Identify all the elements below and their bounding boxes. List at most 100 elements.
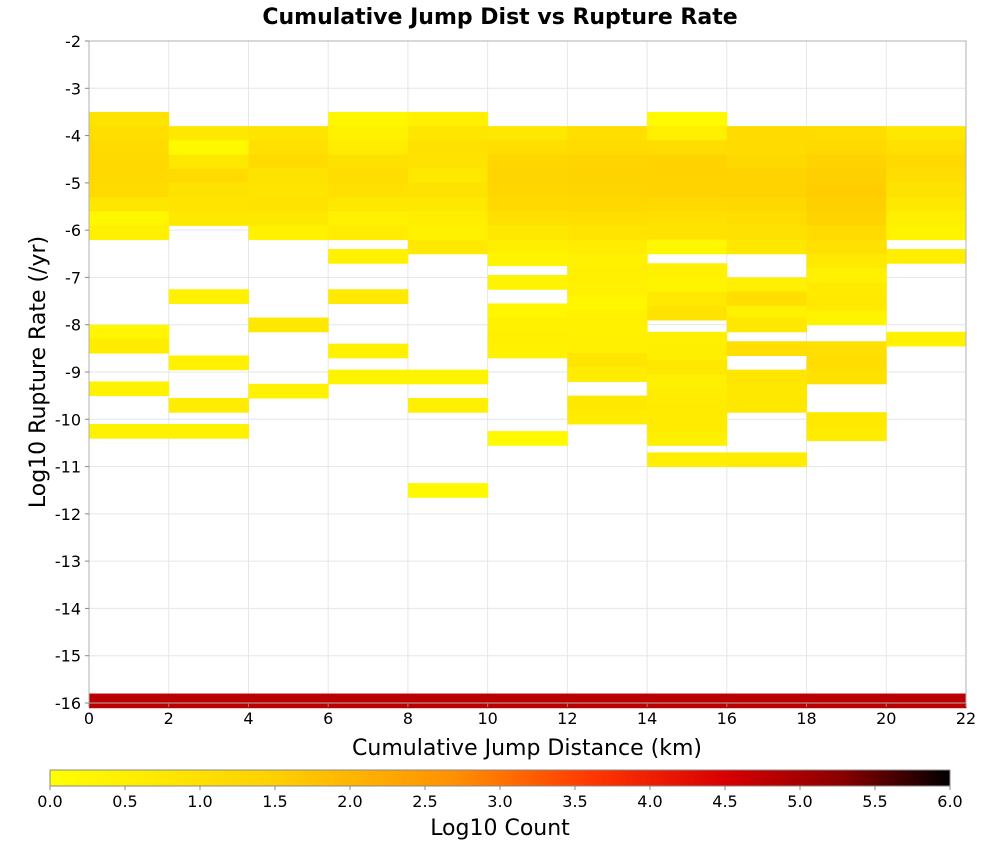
heatmap-cell bbox=[89, 168, 170, 184]
heatmap-cell bbox=[567, 367, 648, 382]
heatmap-cell bbox=[407, 126, 489, 141]
heatmap-cell bbox=[248, 126, 329, 141]
heatmap-cell bbox=[567, 338, 648, 354]
colorbar-tick-label: 3.5 bbox=[562, 792, 587, 811]
heatmap-cell bbox=[328, 126, 409, 141]
x-tick-label: 2 bbox=[164, 709, 174, 728]
heatmap-cell bbox=[647, 360, 728, 375]
heatmap-cell bbox=[168, 197, 249, 212]
heatmap-cell bbox=[726, 452, 808, 468]
y-tick-label: -4 bbox=[65, 127, 81, 146]
heatmap-cell bbox=[168, 168, 249, 184]
heatmap-cell bbox=[328, 211, 409, 226]
colorbar-tick-label: 3.0 bbox=[487, 792, 512, 811]
heatmap-cell bbox=[567, 182, 648, 198]
heatmap-cell bbox=[886, 225, 967, 241]
heatmap-cell bbox=[407, 369, 489, 385]
heatmap-cell bbox=[407, 168, 489, 184]
x-tick-label: 18 bbox=[796, 709, 816, 728]
heatmap-cell bbox=[567, 253, 648, 269]
y-tick-label: -7 bbox=[65, 268, 81, 287]
heatmap-cell bbox=[567, 126, 648, 141]
y-tick-label: -9 bbox=[65, 363, 81, 382]
heatmap-cell bbox=[487, 303, 568, 319]
heatmap-cell bbox=[168, 355, 249, 371]
heatmap-cell bbox=[726, 693, 808, 709]
heatmap-cell bbox=[886, 211, 967, 226]
heatmap-cell bbox=[89, 154, 170, 170]
heatmap-cell bbox=[328, 182, 409, 198]
colorbar-tick-label: 2.0 bbox=[337, 792, 362, 811]
heatmap-cell bbox=[89, 126, 170, 141]
heatmap-cell bbox=[168, 211, 249, 226]
heatmap-cell bbox=[647, 211, 728, 226]
y-tick-label: -6 bbox=[65, 221, 81, 240]
heatmap-cell bbox=[647, 126, 728, 141]
heatmap-cell bbox=[487, 239, 568, 255]
heatmap-cell bbox=[806, 341, 887, 356]
heatmap-cell bbox=[726, 277, 808, 293]
heatmap-cell bbox=[567, 239, 648, 255]
colorbar-tick-label: 5.0 bbox=[787, 792, 812, 811]
x-tick-label: 8 bbox=[403, 709, 413, 728]
heatmap-cell bbox=[806, 267, 887, 283]
heatmap-cell bbox=[647, 197, 728, 212]
heatmap-cell bbox=[806, 140, 887, 155]
heatmap-cell bbox=[647, 291, 728, 307]
heatmap-cell bbox=[487, 343, 568, 359]
heatmap-cell bbox=[886, 693, 967, 709]
colorbar bbox=[49, 769, 951, 787]
heatmap-cell bbox=[407, 182, 489, 198]
heatmap-cell bbox=[567, 140, 648, 155]
heatmap-cell bbox=[886, 154, 967, 170]
heatmap-cell bbox=[806, 182, 887, 198]
y-tick-label: -10 bbox=[55, 410, 81, 429]
heatmap-cell bbox=[407, 111, 489, 127]
heatmap-cell bbox=[567, 282, 648, 297]
y-tick-label: -5 bbox=[65, 174, 81, 193]
heatmap-cell bbox=[726, 305, 808, 321]
heatmap-cell bbox=[806, 369, 887, 385]
heatmap-cell bbox=[248, 317, 329, 333]
heatmap-cell bbox=[407, 239, 489, 255]
heatmap-cell bbox=[726, 211, 808, 226]
heatmap-cell bbox=[647, 154, 728, 170]
y-tick-label: -12 bbox=[55, 505, 81, 524]
heatmap-cell bbox=[487, 168, 568, 184]
heatmap-cell bbox=[806, 154, 887, 170]
x-tick-label: 14 bbox=[637, 709, 657, 728]
heatmap-cell bbox=[248, 693, 329, 709]
heatmap-cell bbox=[726, 341, 808, 356]
x-tick-label: 0 bbox=[84, 709, 94, 728]
heatmap-cell bbox=[647, 168, 728, 184]
heatmap-cell bbox=[567, 225, 648, 241]
heatmap-cell bbox=[487, 225, 568, 241]
heatmap-cell bbox=[647, 388, 728, 404]
heatmap-cell bbox=[806, 296, 887, 312]
heatmap-cell bbox=[407, 197, 489, 212]
heatmap-cell bbox=[168, 693, 249, 709]
heatmap-cell bbox=[487, 140, 568, 155]
heatmap-cell bbox=[248, 383, 329, 399]
x-tick-label: 4 bbox=[243, 709, 253, 728]
heatmap-cell bbox=[168, 140, 249, 155]
x-axis-label: Cumulative Jump Distance (km) bbox=[352, 736, 702, 761]
heatmap-cell bbox=[487, 154, 568, 170]
heatmap-cell bbox=[248, 140, 329, 155]
heatmap-cell bbox=[407, 154, 489, 170]
heatmap-cell bbox=[806, 211, 887, 226]
heatmap-cell bbox=[567, 197, 648, 212]
heatmap-cell bbox=[647, 111, 728, 127]
colorbar-tick-label: 0.5 bbox=[112, 792, 137, 811]
heatmap-cell bbox=[886, 197, 967, 212]
heatmap-cell bbox=[726, 182, 808, 198]
heatmap-cell bbox=[89, 182, 170, 198]
heatmap-cell bbox=[567, 168, 648, 184]
heatmap-cell bbox=[567, 395, 648, 411]
heatmap-cell bbox=[647, 277, 728, 293]
heatmap-cell bbox=[647, 452, 728, 468]
heatmap-cell bbox=[328, 225, 409, 241]
heatmap-cell bbox=[806, 282, 887, 297]
heatmap-cell bbox=[89, 693, 170, 709]
heatmap-cell bbox=[328, 249, 409, 264]
